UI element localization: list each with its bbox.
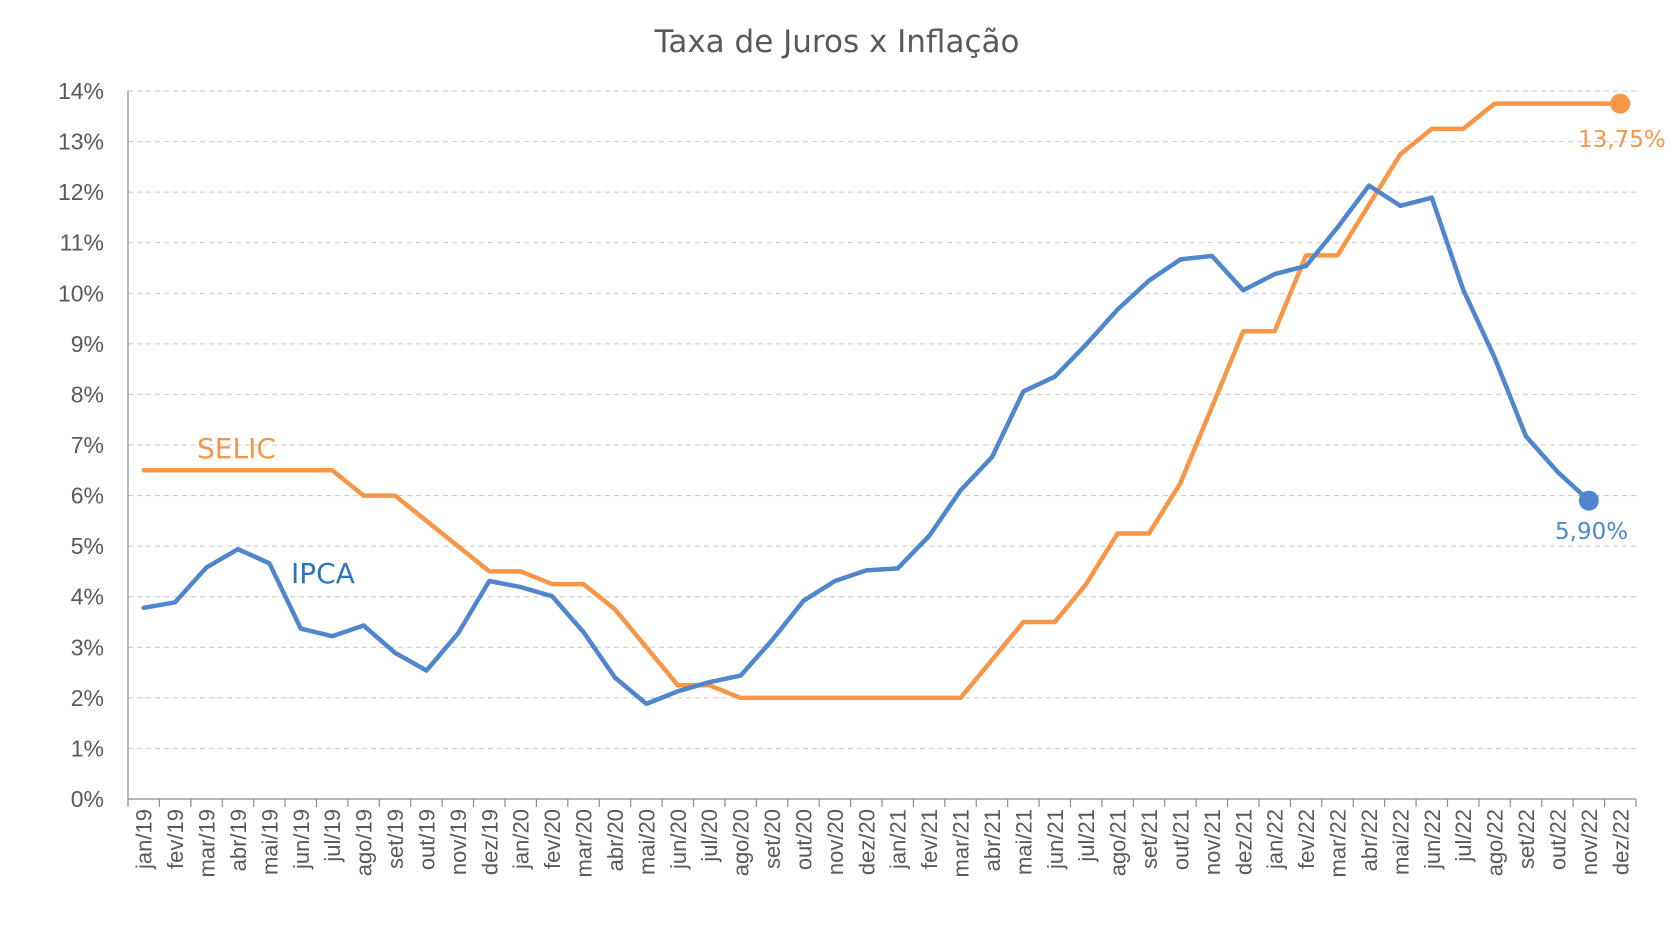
x-tick-label: dez/19 (477, 809, 502, 875)
x-tick-label: jun/20 (666, 809, 691, 870)
x-tick-label: set/19 (383, 809, 408, 869)
y-axis-ticks: 0% 1% 2% 3% 4% 5% 6% 7% 8% 9% 10% 11% 12% 13% 14% (58, 78, 104, 812)
y-tick-label: 12% (58, 179, 104, 205)
y-tick-label: 10% (58, 280, 104, 306)
x-tick-label: jan/20 (509, 809, 534, 870)
x-tick-label: jan/21 (886, 809, 911, 870)
x-tick-label: jun/19 (289, 809, 314, 870)
x-tick-label: mai/20 (634, 809, 659, 875)
x-tick-label: fev/20 (540, 809, 565, 869)
x-tick-label: mai/21 (1011, 809, 1036, 875)
ipca-line (141, 183, 1592, 707)
x-tick-label: mar/20 (572, 809, 597, 877)
y-tick-label: 13% (58, 129, 104, 155)
x-tick-label: jul/22 (1451, 809, 1476, 863)
series-lines (141, 93, 1631, 707)
y-tick-label: 4% (71, 584, 104, 610)
x-tick-label: abr/21 (980, 809, 1005, 871)
x-tick-label: jul/21 (1074, 809, 1099, 863)
y-tick-label: 7% (71, 432, 104, 458)
x-tick-label: out/21 (1168, 809, 1193, 870)
x-tick-label: nov/19 (446, 809, 471, 875)
x-tick-label: dez/21 (1231, 809, 1256, 875)
x-tick-label: out/20 (791, 809, 816, 870)
y-tick-label: 9% (71, 331, 104, 357)
y-tick-label: 8% (71, 381, 104, 407)
y-tick-label: 5% (71, 533, 104, 559)
x-tick-label: mai/22 (1388, 809, 1413, 875)
ipca-series-label: IPCA (291, 557, 355, 590)
x-tick-label: out/22 (1545, 809, 1570, 870)
x-tick-label: dez/20 (854, 809, 879, 875)
y-tick-label: 0% (71, 786, 104, 812)
y-tick-label: 6% (71, 483, 104, 509)
selic-line (141, 101, 1623, 701)
x-tick-label: out/19 (414, 809, 439, 870)
x-tick-label: abr/19 (226, 809, 251, 871)
x-tick-label: fev/19 (163, 809, 188, 869)
x-tick-label: nov/22 (1577, 809, 1602, 875)
x-tick-label: jun/21 (1043, 809, 1068, 870)
x-tick-label: mar/22 (1326, 809, 1351, 877)
x-tick-label: set/21 (1137, 809, 1162, 869)
y-tick-label: 2% (71, 685, 104, 711)
chart-title: Taxa de Juros x Inflação (654, 24, 1020, 60)
y-tick-label: 11% (60, 230, 104, 256)
x-tick-label: nov/20 (823, 809, 848, 875)
x-tick-label: ago/21 (1106, 809, 1131, 876)
x-tick-label: mar/21 (949, 809, 974, 877)
ipca-end-marker (1578, 490, 1599, 511)
selic-series-label: SELIC (197, 432, 276, 465)
x-tick-label: nov/21 (1200, 809, 1225, 875)
x-tick-label: set/20 (760, 809, 785, 869)
x-tick-label: ago/22 (1483, 809, 1508, 876)
ipca-end-value-label: 5,90% (1555, 519, 1628, 545)
gridlines (128, 90, 1636, 749)
x-tick-label: jun/22 (1420, 809, 1445, 870)
x-tick-label: ago/19 (352, 809, 377, 876)
selic-end-value-label: 13,75% (1578, 127, 1666, 153)
x-tick-label: fev/21 (917, 809, 942, 869)
x-tick-label: jul/20 (697, 809, 722, 863)
x-tick-label: ago/20 (729, 809, 754, 876)
y-tick-label: 3% (71, 634, 104, 660)
x-tick-label: set/22 (1514, 809, 1539, 869)
selic-end-marker (1610, 93, 1631, 114)
x-tick-label: jan/19 (132, 809, 157, 870)
x-tick-label: mar/19 (195, 809, 220, 877)
x-tick-label: mai/19 (257, 809, 282, 875)
x-tick-label: fev/22 (1294, 809, 1319, 869)
x-axis-ticks: jan/19 fev/19 mar/19 abr/19 mai/19 jun/19 jul/… (127, 799, 1637, 877)
x-tick-label: jul/19 (320, 809, 345, 863)
y-tick-label: 14% (58, 78, 104, 104)
y-tick-label: 1% (71, 735, 104, 761)
x-tick-label: jan/22 (1263, 809, 1288, 870)
x-tick-label: abr/22 (1357, 809, 1382, 871)
x-tick-label: abr/20 (603, 809, 628, 871)
x-tick-label: dez/22 (1608, 809, 1633, 875)
